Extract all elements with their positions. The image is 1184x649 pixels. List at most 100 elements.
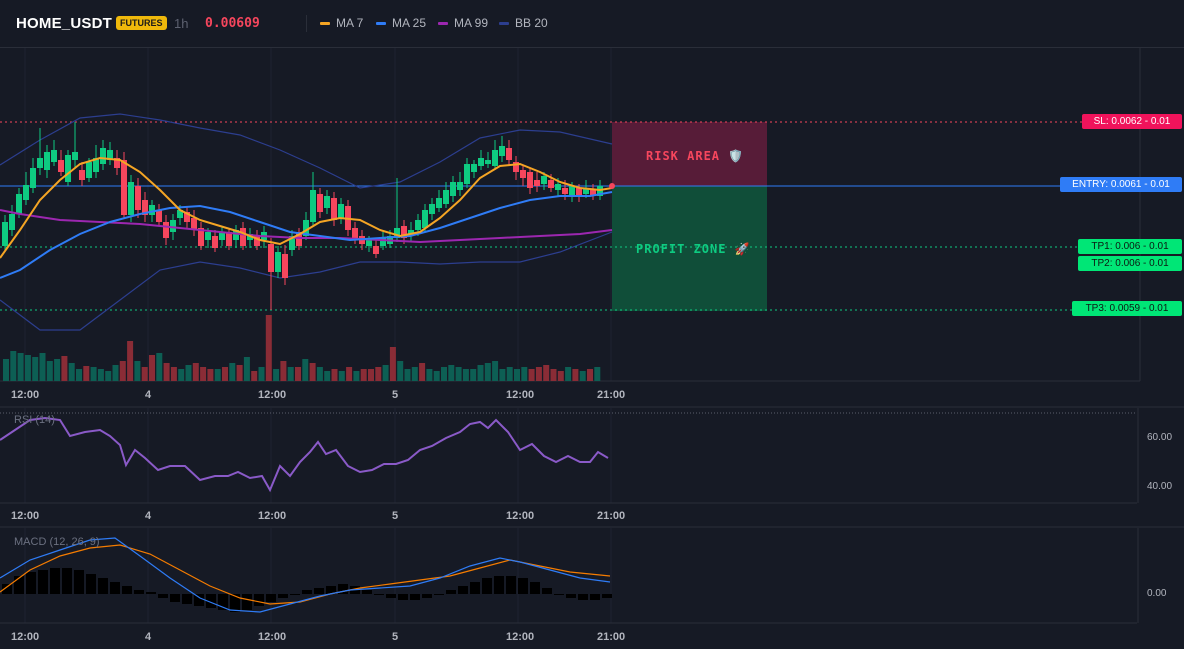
volume-bar [39, 353, 46, 381]
volume-bar [477, 365, 484, 381]
tp2-tag[interactable]: TP2: 0.006 - 0.01 [1078, 256, 1182, 271]
legend-ma25[interactable]: MA 25 [376, 16, 426, 30]
volume-bar [178, 369, 185, 381]
volume-bar [528, 369, 535, 381]
candle-body [415, 220, 421, 230]
candle-body [562, 188, 568, 194]
volume-bar [61, 356, 68, 381]
candle-body [492, 150, 498, 166]
candle-body [366, 240, 372, 246]
candlesticks [2, 122, 603, 310]
volume-bar [68, 363, 75, 381]
volume-bar [149, 355, 155, 381]
legend-ma25-label: MA 25 [392, 16, 427, 30]
macd-histogram-bar [230, 594, 240, 612]
legend-ma99[interactable]: MA 99 [438, 16, 488, 30]
candle-body [9, 214, 15, 230]
sl-tag[interactable]: SL: 0.0062 - 0.01 [1082, 114, 1182, 129]
candle-body [352, 228, 358, 238]
candle-body [44, 152, 50, 170]
candle-body [177, 210, 183, 218]
volume-bar [514, 369, 520, 381]
entry-tag[interactable]: ENTRY: 0.0061 - 0.01 [1060, 177, 1182, 192]
timeframe-selector[interactable]: 1h [174, 16, 189, 31]
macd-histogram-bar [254, 594, 264, 606]
time-label: 21:00 [597, 510, 626, 522]
volume-bar [324, 371, 331, 381]
candle-body [506, 148, 512, 160]
macd-line [0, 537, 611, 613]
macd-histogram-bar [518, 578, 528, 594]
macd-histogram-bar [398, 594, 408, 600]
volume-bar [411, 367, 418, 381]
chart-header: HOME_USDT FUTURES 1h 0.00609 MA 7 MA 25 … [0, 0, 1184, 48]
candle-body [331, 198, 337, 220]
macd-histogram-bar [278, 594, 288, 598]
rsi-title: RSI (14) [14, 414, 55, 426]
candle-body [72, 152, 78, 160]
volume-bar [587, 369, 593, 381]
macd-histogram-bar [146, 592, 156, 594]
tp3-tag[interactable]: TP3: 0.0059 - 0.01 [1072, 301, 1182, 316]
volume-bar [368, 369, 374, 381]
candle-body [275, 252, 281, 272]
candle-body [499, 146, 505, 156]
volume-bar [309, 363, 316, 381]
candle-body [583, 188, 589, 194]
macd-histogram-bar [530, 582, 540, 594]
candle-body [219, 232, 225, 240]
candle-body [541, 176, 547, 184]
legend-bb20[interactable]: BB 20 [499, 16, 548, 30]
moving-averages [0, 156, 615, 279]
volume-bar [200, 367, 207, 381]
macd-histogram-bar [170, 594, 180, 602]
candle-body [310, 190, 316, 222]
ma7-swatch-icon [320, 21, 330, 25]
candle-body [37, 158, 43, 168]
header-divider [306, 15, 307, 32]
candle-body [121, 160, 127, 215]
time-label: 12:00 [506, 510, 535, 522]
macd-histogram-bar [134, 590, 144, 594]
volume-bar [346, 367, 353, 381]
bollinger-bands [0, 113, 613, 331]
macd-histogram-bar [470, 582, 480, 594]
volume-bar [265, 315, 272, 381]
volume-bar [185, 365, 192, 381]
candle-body [450, 182, 456, 196]
volume-bar [594, 367, 601, 381]
last-price: 0.00609 [205, 16, 260, 31]
rsi-tick-40: 40.00 [1147, 481, 1173, 492]
macd-histogram-bar [578, 594, 588, 600]
candle-body [464, 164, 470, 184]
candle-body [58, 160, 64, 172]
macd-histogram-bar [302, 590, 312, 594]
candle-body [128, 182, 134, 215]
candle-body [429, 204, 435, 214]
macd-histogram-bar [422, 594, 432, 598]
candle-body [226, 232, 232, 246]
macd-histogram-bar [506, 576, 516, 594]
rsi-path [0, 416, 609, 493]
candle-body [254, 236, 260, 246]
symbol-name[interactable]: HOME_USDT [16, 15, 112, 32]
macd-histogram-bar [14, 576, 24, 594]
tp1-tag[interactable]: TP1: 0.006 - 0.01 [1078, 239, 1182, 254]
volume-bar [543, 365, 550, 381]
candle-body [296, 232, 302, 246]
candle-body [93, 158, 99, 172]
legend-ma7[interactable]: MA 7 [320, 16, 363, 30]
candle-body [457, 182, 463, 190]
macd-histogram-bar [374, 594, 384, 595]
volume-bar [214, 369, 221, 381]
candle-body [268, 244, 274, 272]
macd-histogram-bar [602, 594, 612, 598]
macd-histogram-bar [554, 594, 564, 595]
volume-bar [295, 367, 301, 381]
candle-body [520, 170, 526, 178]
candle-body [576, 188, 582, 196]
candle-body [443, 190, 449, 204]
macd-histogram-bar [2, 584, 12, 594]
candle-body [527, 172, 533, 188]
